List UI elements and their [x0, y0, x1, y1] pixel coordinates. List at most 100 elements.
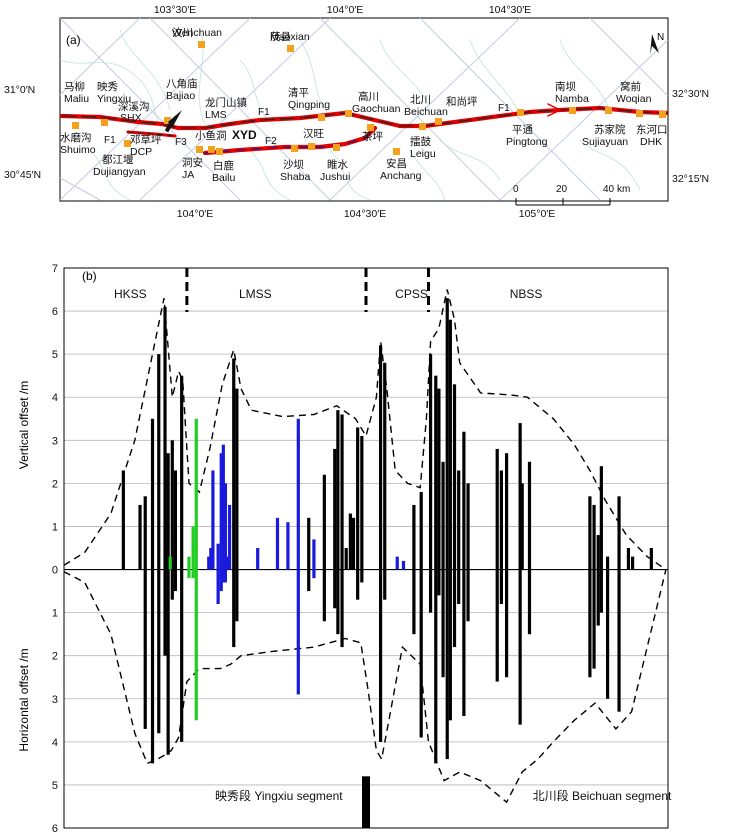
place-label-cn: 汶川	[172, 26, 193, 39]
place-label-en: Wenchuan	[172, 27, 222, 39]
place-label-en: Jushui	[320, 171, 350, 183]
offset-bar-black	[588, 496, 592, 678]
place-label-en: Gaochuan	[352, 103, 401, 115]
place-label-en: DCP	[130, 146, 152, 158]
place-label-cn: 东河口	[636, 123, 668, 136]
place-label-en: Woqian	[616, 93, 652, 105]
place-label-cn: 睢水	[327, 158, 348, 171]
scale-tick-label: 40	[603, 184, 615, 195]
place-label-cn: 茶坪	[362, 130, 383, 143]
offset-chart: HKSS LMSS CPSS NBSS 映秀段 Yingxiu segment 北川段 B…	[17, 263, 672, 835]
marker	[198, 41, 205, 48]
place-label-en: Bajiao	[166, 90, 195, 102]
marker	[318, 114, 325, 121]
y-tick-label: 7	[52, 263, 58, 275]
y-tick-label: 6	[52, 306, 58, 318]
place-label-cn: 深溪沟	[118, 100, 150, 113]
marker	[308, 143, 315, 150]
offset-bar-black	[360, 436, 364, 583]
bottom-lon-label: 104°0′E	[177, 208, 214, 220]
place-label-en: Anchang	[380, 170, 422, 182]
offset-bar-black	[143, 496, 147, 729]
offset-bar-black	[462, 431, 466, 716]
place-label-cn: 汉旺	[303, 128, 324, 140]
offset-bar-black	[163, 306, 167, 656]
place-label-en: Sujiayuan	[582, 136, 628, 148]
y-tick-label: 2	[52, 478, 58, 490]
offset-bar-blue	[227, 504, 232, 570]
offset-bar-black	[121, 470, 125, 570]
offset-bar-blue	[401, 560, 406, 570]
fault-label: F1	[104, 135, 116, 146]
place-label-cn: 北川	[410, 94, 431, 106]
segment-name: 映秀段 Yingxiu segment	[215, 788, 343, 803]
offset-bar-black	[419, 492, 423, 738]
marker	[419, 123, 426, 130]
marker	[196, 146, 203, 153]
place-label-en: Leigu	[410, 148, 436, 160]
offset-bar-black	[383, 362, 387, 600]
scale-labels: 0 20 40 km	[513, 184, 630, 195]
marker	[208, 146, 215, 153]
scale-bar	[515, 198, 611, 206]
offset-bar-black	[322, 474, 326, 622]
place-markers	[72, 41, 666, 155]
y-tick-label: 4	[52, 737, 58, 749]
place-label-en: Shuimo	[60, 144, 96, 156]
marker	[367, 124, 374, 131]
y-tick-label: 1	[52, 521, 58, 533]
offset-bar-black	[170, 440, 174, 600]
offset-bar-black	[348, 513, 352, 570]
envelope-horizontal	[63, 569, 667, 804]
right-lat-label: 32°30′N	[672, 88, 709, 100]
offset-bar-blue	[221, 444, 225, 583]
place-label-cn: 窝前	[620, 80, 641, 93]
y-tick-label: 4	[52, 392, 58, 404]
offset-bar-black	[626, 548, 631, 570]
segment-label: CPSS	[395, 287, 428, 301]
scale-unit: km	[617, 184, 630, 195]
top-lon-label: 104°0′E	[327, 4, 364, 16]
north-label: N	[657, 32, 664, 43]
marker	[605, 107, 612, 114]
offset-bar-black	[434, 375, 438, 764]
coordinate-labels: 103°30′E 104°0′E 104°30′E 104°0′E 104°30…	[4, 4, 709, 220]
marker	[569, 107, 576, 114]
graticule	[60, 18, 668, 201]
place-label-en: LMS	[205, 109, 227, 121]
offset-bar-green	[194, 418, 198, 721]
place-label-cn: 邓草坪	[130, 133, 162, 146]
y-tick-label: 2	[52, 651, 58, 663]
marker	[287, 45, 294, 52]
offset-bar-black	[592, 504, 596, 669]
offset-bar-green	[191, 526, 195, 579]
offset-bar-blue	[312, 539, 316, 579]
marker	[517, 109, 524, 116]
offset-bar-black	[518, 423, 522, 725]
place-label-cn: 擂鼓	[410, 135, 431, 148]
offset-bar-black	[630, 556, 635, 570]
offset-bar-blue	[225, 556, 230, 570]
offset-bar-blue	[216, 543, 220, 604]
offset-bar-blue	[395, 556, 399, 570]
offset-bar-black	[428, 354, 433, 613]
chart-frame	[63, 267, 669, 829]
place-label-en: Maliu	[64, 93, 89, 105]
offset-bar-black	[441, 461, 445, 678]
y-axis-label-vertical: Vertical offset /m	[17, 381, 31, 469]
offset-bar-black	[649, 548, 653, 570]
chart-segments: HKSS LMSS CPSS NBSS 映秀段 Yingxiu segment 北川段 B…	[114, 268, 672, 828]
y-tick-label: 1	[52, 608, 58, 620]
top-lon-label: 104°30′E	[489, 4, 531, 16]
chart-grid	[64, 267, 668, 829]
fault-label: F3	[175, 137, 187, 148]
left-lat-label: 31°0′N	[4, 84, 35, 96]
bottom-lon-label: 105°0′E	[519, 208, 556, 220]
north-arrow-icon	[650, 34, 659, 55]
slip-arrow	[547, 103, 561, 117]
top-lon-label: 103°30′E	[154, 4, 196, 16]
place-label-cn: 安昌	[386, 157, 407, 170]
offset-bar-black	[232, 358, 236, 648]
place-label-cn: 高川	[358, 90, 379, 103]
